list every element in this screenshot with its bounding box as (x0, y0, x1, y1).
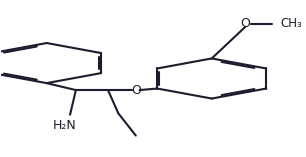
Text: O: O (131, 84, 141, 97)
Text: H₂N: H₂N (52, 119, 76, 132)
Text: O: O (241, 17, 250, 30)
Text: CH₃: CH₃ (280, 17, 302, 30)
